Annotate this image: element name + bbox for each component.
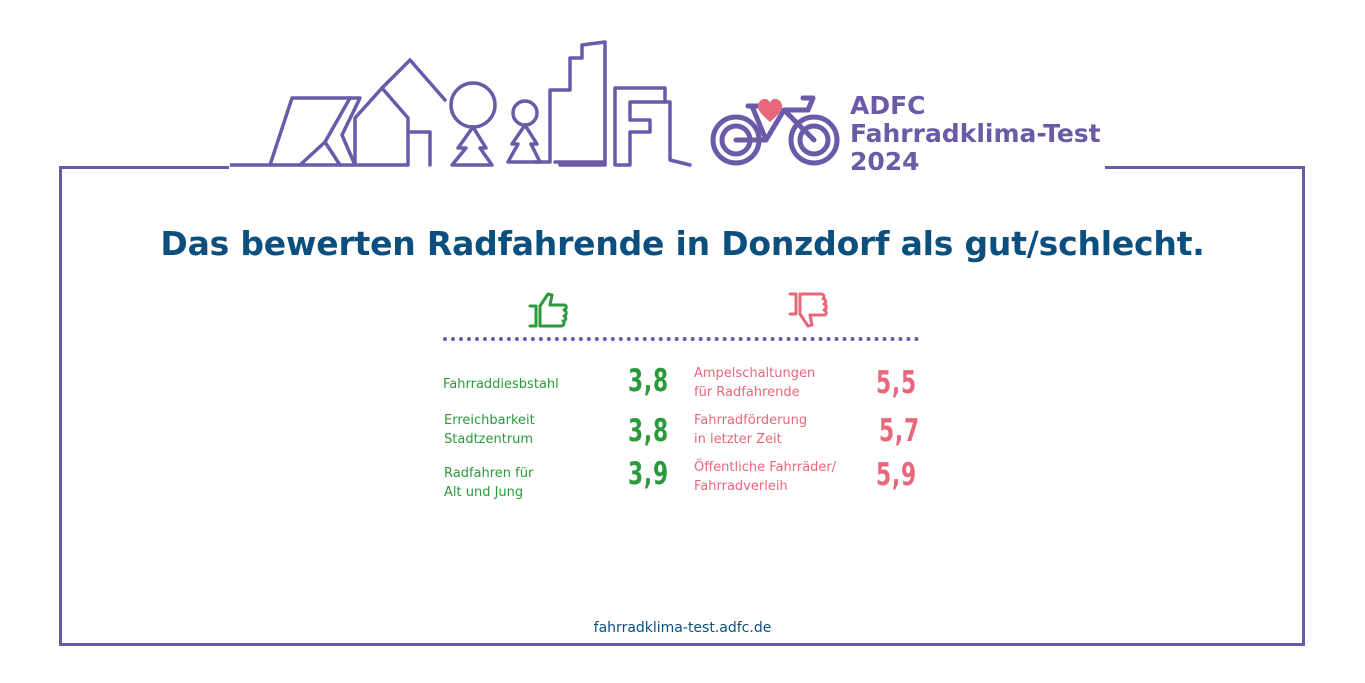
frame-top-right-line xyxy=(1105,166,1305,169)
bicycle-heart-logo xyxy=(710,95,840,166)
brand-line-2: Fahrradklima-Test xyxy=(850,119,1101,148)
bad-item-label: Ampelschaltungen für Radfahrende xyxy=(694,366,816,400)
dotted-divider xyxy=(443,337,919,341)
brand-line-3: 2024 xyxy=(850,147,920,176)
good-item-value: 3,8 xyxy=(628,363,669,399)
good-item-label: Radfahren für Alt und Jung xyxy=(444,466,534,500)
bad-item-label: Fahrradförderung in letzter Zeit xyxy=(694,413,808,447)
bad-item-value: 5,5 xyxy=(876,365,917,401)
bad-item-value: 5,7 xyxy=(879,413,920,449)
city-skyline-illustration xyxy=(230,40,692,167)
thumbs-down-icon xyxy=(788,292,828,328)
good-item-label: Fahrraddiesbstahl xyxy=(443,377,559,392)
frame-top-left-line xyxy=(59,166,229,169)
bad-item-label: Öffentliche Fahrräder/ Fahrradverleih xyxy=(694,460,837,494)
footer-url[interactable]: fahrradklima-test.adfc.de xyxy=(593,620,772,636)
good-item-label: Erreichbarkeit Stadtzentrum xyxy=(444,413,535,447)
bad-item-value: 5,9 xyxy=(876,457,917,493)
heart-icon xyxy=(757,98,783,122)
good-item-value: 3,9 xyxy=(628,456,669,492)
brand-block: ADFC Fahrradklima-Test 2024 xyxy=(850,92,1101,176)
brand-line-1: ADFC xyxy=(850,91,926,120)
page-title: Das bewerten Radfahrende in Donzdorf als… xyxy=(160,224,1205,263)
content-frame xyxy=(59,166,1305,646)
good-item-value: 3,8 xyxy=(628,413,669,449)
thumbs-up-icon xyxy=(528,292,568,328)
